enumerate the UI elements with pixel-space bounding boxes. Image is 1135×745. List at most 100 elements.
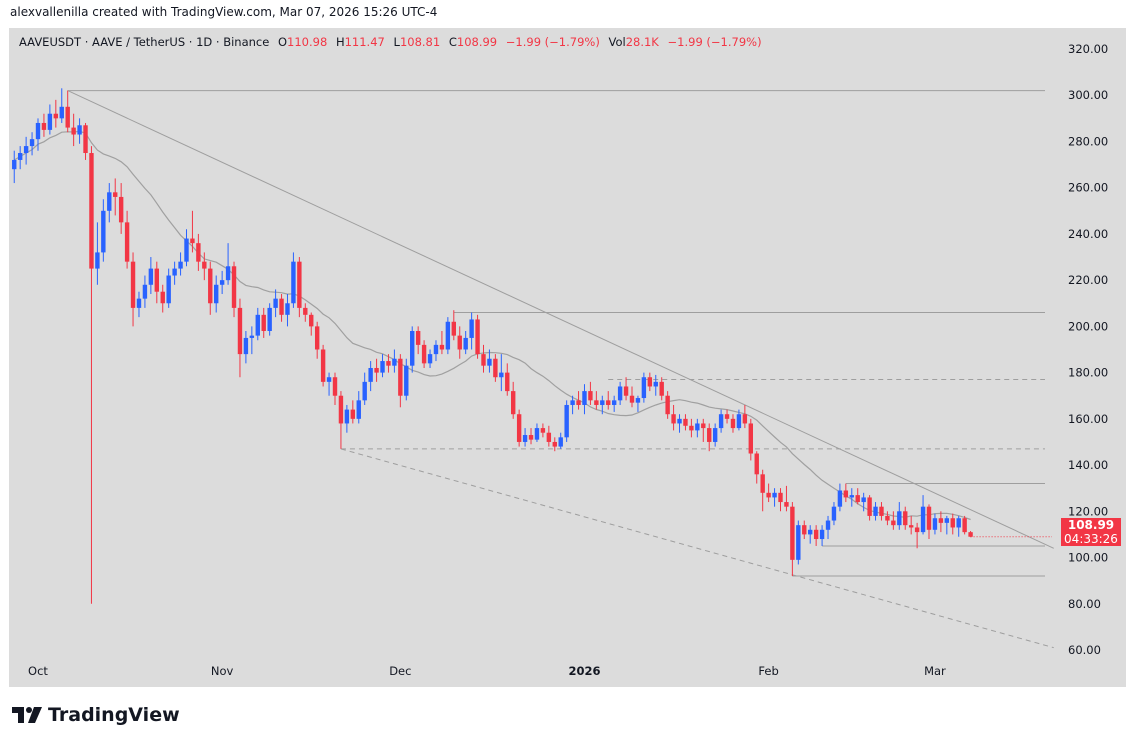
candle-body [83, 125, 88, 154]
candle-body [415, 331, 421, 345]
candle-body [291, 261, 296, 304]
candle-body [356, 400, 361, 419]
candle-body [148, 268, 154, 285]
candle-body [944, 518, 950, 523]
candle-body [778, 492, 783, 503]
candle-body [653, 381, 658, 387]
candle-body [647, 377, 653, 387]
candle-body [920, 506, 926, 533]
candle-body [386, 361, 391, 366]
candlestick-chart[interactable]: 320.00 300.00 280.00 260.00 240.00 220.00 200.… [9, 28, 1126, 687]
candle-body [600, 400, 605, 405]
close-label: C [448, 35, 457, 49]
candle-body [261, 314, 266, 332]
candle-body [611, 400, 617, 405]
candle-body [12, 159, 17, 170]
candle-body [635, 398, 641, 403]
candle-body [914, 527, 920, 533]
candle-body [398, 358, 403, 396]
candle-body [736, 414, 742, 429]
y-tick-label: 240.00 [1068, 227, 1108, 241]
candle-body [142, 284, 148, 299]
candle-body [855, 495, 860, 503]
candle-body [784, 502, 789, 507]
candle-body [410, 331, 415, 366]
y-tick-label: 260.00 [1068, 181, 1108, 195]
last-price: 108.99 [1067, 518, 1115, 532]
credit-text: alexvallenilla created with TradingView.… [10, 5, 438, 19]
candle-body [439, 344, 445, 350]
y-tick-label: 200.00 [1068, 319, 1108, 333]
candle-body [101, 210, 106, 253]
candle-body [469, 319, 474, 338]
candle-body [629, 395, 635, 403]
candle-body [249, 335, 255, 338]
x-tick-label: Nov [211, 664, 234, 678]
high-value: 111.47 [344, 35, 385, 49]
candle-body [297, 261, 302, 308]
candle-body [178, 261, 183, 269]
candle-body [718, 414, 724, 429]
candle-body [392, 358, 397, 366]
candle-body [451, 321, 456, 336]
y-tick-label: 100.00 [1068, 551, 1108, 565]
candle-body [380, 361, 385, 373]
candle-body [825, 520, 831, 530]
y-tick-label: 120.00 [1068, 504, 1108, 518]
candle-body [617, 386, 623, 401]
candle-body [796, 525, 801, 560]
symbol-info[interactable]: AAVEUSDT · AAVE / TetherUS · 1D · Binanc… [19, 35, 270, 49]
open-value: 110.98 [287, 35, 328, 49]
candle-body [95, 252, 100, 269]
candle-body [712, 428, 718, 442]
candle-body [802, 525, 807, 535]
candle-body [534, 428, 540, 440]
candle-body [202, 261, 207, 269]
volume-value: 28.1K [625, 35, 659, 49]
candle-body [237, 307, 243, 355]
low-value: 108.81 [399, 35, 441, 49]
candle-body [570, 400, 575, 405]
candle-body [493, 358, 498, 378]
candle-body [522, 435, 528, 442]
candle-body [831, 506, 837, 521]
tradingview-logo-icon [12, 707, 42, 723]
candle-body [499, 372, 504, 378]
candle-body [326, 377, 332, 382]
candle-body [427, 354, 433, 364]
candle-body [968, 532, 973, 537]
candle-body [124, 222, 130, 262]
candle-body [487, 358, 492, 366]
candle-body [819, 529, 825, 540]
candle-body [285, 303, 290, 315]
candle-body [445, 321, 451, 350]
candle-body [17, 153, 23, 160]
candle-body [873, 506, 878, 516]
candle-body [35, 122, 41, 140]
candle-body [766, 492, 771, 498]
volume-label: Vol [608, 35, 626, 49]
candle-body [843, 490, 849, 498]
candle-body [528, 435, 534, 440]
candle-body [404, 365, 409, 396]
candle-body [118, 196, 124, 223]
candle-body [588, 391, 593, 401]
candle-body [303, 307, 308, 315]
candle-body [813, 529, 819, 540]
tradingview-logo[interactable]: TradingView [12, 704, 180, 726]
x-tick-label: Oct [28, 664, 48, 678]
candle-body [362, 381, 367, 401]
candle-body [950, 518, 955, 528]
close-value: 108.99 [456, 35, 498, 49]
candle-body [136, 298, 142, 308]
y-tick-label: 140.00 [1068, 458, 1108, 472]
candle-body [837, 490, 843, 507]
candle-body [214, 284, 219, 304]
chart-panel[interactable]: 320.00 300.00 280.00 260.00 240.00 220.00 200.… [9, 28, 1126, 687]
logo-text: TradingView [48, 704, 180, 726]
candle-body [231, 266, 237, 308]
candle-body [273, 298, 278, 308]
candle-body [279, 298, 284, 315]
candle-body [433, 344, 439, 355]
candle-body [540, 428, 546, 433]
